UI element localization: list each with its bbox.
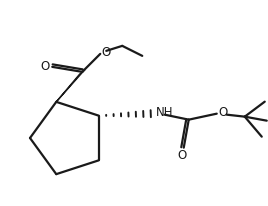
Text: O: O: [177, 149, 186, 162]
Text: O: O: [102, 46, 111, 59]
Text: O: O: [218, 106, 227, 119]
Text: NH: NH: [156, 106, 173, 119]
Polygon shape: [56, 70, 85, 102]
Text: O: O: [41, 60, 50, 73]
